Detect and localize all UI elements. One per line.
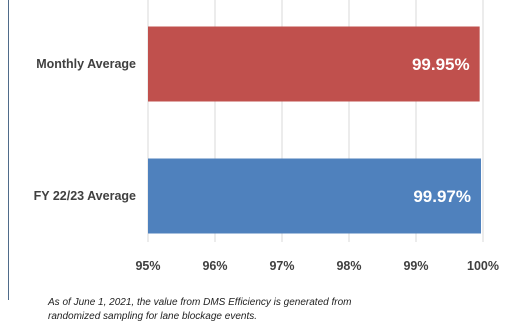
- x-tick-label-1: 96%: [202, 259, 227, 273]
- category-label-0: Monthly Average: [36, 57, 136, 71]
- bar-1: [148, 158, 481, 234]
- data-label-1: 99.97%: [413, 187, 471, 206]
- footnote: As of June 1, 2021, the value from DMS E…: [48, 296, 488, 324]
- x-tick-label-0: 95%: [135, 259, 160, 273]
- footnote-line-1: As of June 1, 2021, the value from DMS E…: [48, 297, 352, 308]
- bar-chart: 95% 96% 97% 98% 99% 100% Monthly Average 99.95%…: [34, 0, 499, 273]
- x-tick-label-2: 97%: [269, 259, 294, 273]
- bar-0: [148, 26, 480, 102]
- x-tick-label-4: 99%: [403, 259, 428, 273]
- x-tick-label-5: 100%: [467, 259, 499, 273]
- left-edge: [0, 0, 8, 300]
- data-label-0: 99.95%: [412, 55, 470, 74]
- footnote-line-2: randomized sampling for lane blockage ev…: [48, 311, 258, 322]
- x-tick-label-3: 98%: [336, 259, 361, 273]
- left-border-line: [8, 0, 9, 300]
- category-label-1: FY 22/23 Average: [34, 189, 136, 203]
